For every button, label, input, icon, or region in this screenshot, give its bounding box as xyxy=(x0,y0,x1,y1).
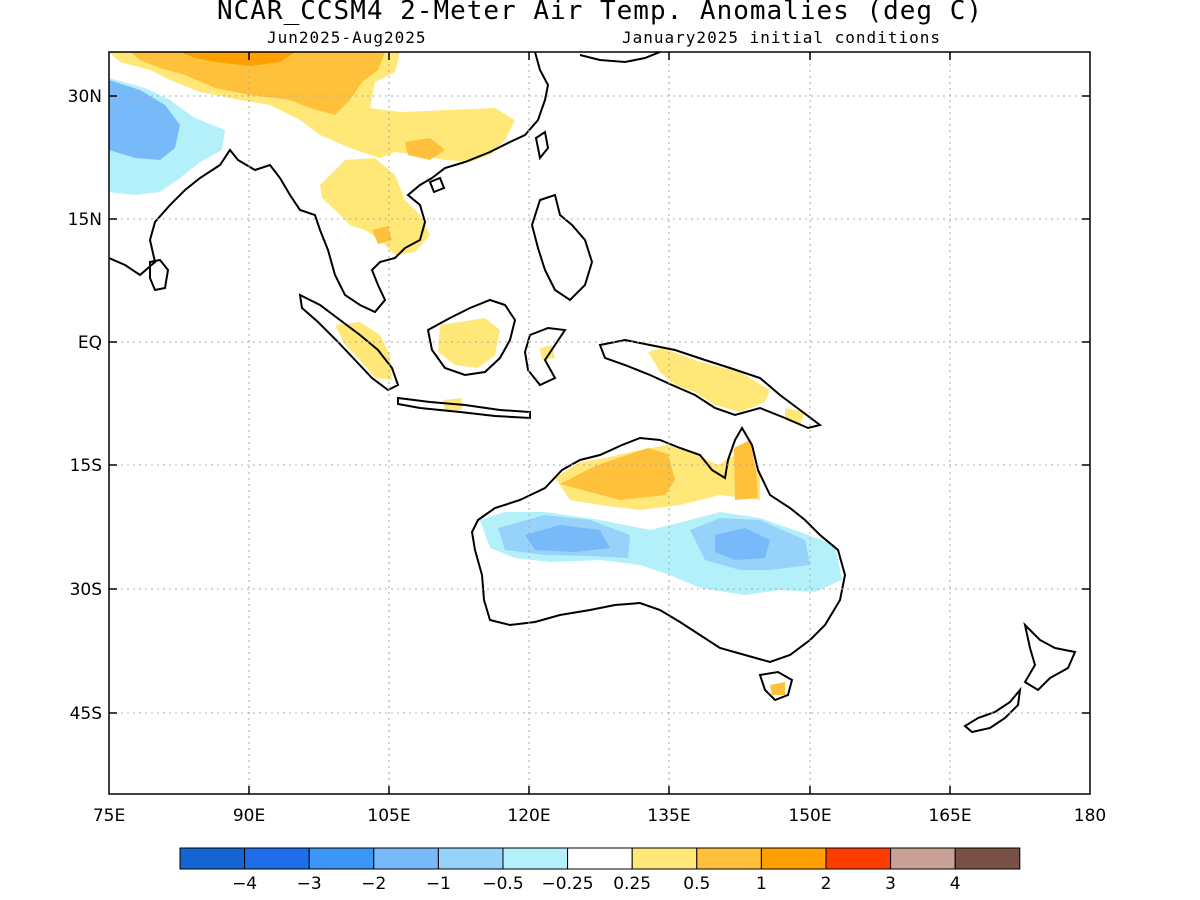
india-cool-core xyxy=(109,80,180,160)
colorbar-swatch xyxy=(825,847,892,870)
sumatra-warm-region xyxy=(335,322,392,380)
colorbar-label: −0.25 xyxy=(542,874,594,894)
lon-label-90e: 90E xyxy=(233,806,265,826)
grid-lines xyxy=(109,52,1090,794)
java xyxy=(397,396,531,420)
colorbar-swatch xyxy=(244,847,310,870)
tasmania-warm-spot xyxy=(770,682,785,695)
australia-cool-inner-west xyxy=(525,525,610,552)
tasmania xyxy=(758,670,794,702)
colorbar-label: 4 xyxy=(950,874,961,894)
map-title: NCAR_CCSM4 2-Meter Air Temp. Anomalies (… xyxy=(216,0,984,26)
tibet-warm-region xyxy=(130,52,385,115)
borneo-warm-region xyxy=(438,318,500,368)
colorbar-label: 3 xyxy=(885,874,896,894)
australia-cool-inner-east xyxy=(715,528,770,560)
new-guinea-warm-region xyxy=(648,348,770,412)
australia xyxy=(470,426,847,664)
lon-label-150e: 150E xyxy=(788,806,831,826)
colorbar-swatch xyxy=(437,847,504,870)
sri-lanka xyxy=(149,258,170,292)
initial-conditions: January2025 initial conditions xyxy=(622,28,941,47)
lat-label-30s: 30S xyxy=(70,580,102,600)
colorbar-swatch xyxy=(179,847,246,870)
lon-label-180: 180 xyxy=(1074,806,1106,826)
colorbar-label: −1 xyxy=(426,874,451,894)
colorbar-swatch xyxy=(890,847,956,870)
colorbar-swatch xyxy=(631,847,698,870)
colorbar-label: −3 xyxy=(297,874,322,894)
colorbar-label: −4 xyxy=(232,874,257,894)
colorbar-label: 0.5 xyxy=(683,874,710,894)
china-east-warm xyxy=(405,138,445,160)
colorbar-label: 1 xyxy=(756,874,767,894)
new-zealand-south xyxy=(963,686,1022,734)
taiwan xyxy=(534,130,550,161)
colorbar-label: 2 xyxy=(821,874,832,894)
colorbar-swatch xyxy=(308,847,375,870)
japan xyxy=(579,52,661,64)
colorbar-swatch xyxy=(373,847,439,870)
map-frame xyxy=(108,51,1091,795)
lon-label-135e: 135E xyxy=(647,806,690,826)
anomaly-shading xyxy=(109,52,842,695)
lat-label-30n: 30N xyxy=(68,87,102,107)
lat-label-15s: 15S xyxy=(70,456,102,476)
sulawesi xyxy=(523,326,567,387)
sumatra xyxy=(298,293,400,392)
sulawesi-warm-spot xyxy=(540,345,555,360)
coastlines xyxy=(109,52,1077,734)
colorbar-swatch xyxy=(954,847,1021,870)
indochina-warm-region xyxy=(320,158,430,255)
new-guinea xyxy=(598,338,823,430)
lat-label-eq: EQ xyxy=(78,333,102,353)
colorbar-label: −2 xyxy=(361,874,386,894)
colorbar-swatch xyxy=(696,847,762,870)
tick-marks xyxy=(109,52,1090,794)
lat-label-15n: 15N xyxy=(68,210,102,230)
lat-label-45s: 45S xyxy=(70,704,102,724)
tibet-strong-warm xyxy=(180,52,295,66)
lon-label-105e: 105E xyxy=(367,806,410,826)
cape-york-warm-core xyxy=(734,440,758,500)
borneo xyxy=(426,298,517,377)
indochina-warm-core xyxy=(372,226,392,244)
colorbar-label: 0.25 xyxy=(613,874,651,894)
colorbar-label: −0.5 xyxy=(482,874,523,894)
colorbar-swatch xyxy=(760,847,827,870)
asia-coastline xyxy=(109,52,550,314)
philippines xyxy=(530,193,594,302)
colorbar-swatch xyxy=(567,847,633,870)
colorbar: −4 −3 −2 −1 −0.5 −0.25 0.25 0.5 1 2 3 4 xyxy=(179,847,1021,894)
australia-north-warm-core xyxy=(560,448,675,500)
lon-label-75e: 75E xyxy=(93,806,125,826)
valid-period: Jun2025-Aug2025 xyxy=(267,28,427,47)
new-zealand-north xyxy=(1023,621,1077,692)
lon-label-120e: 120E xyxy=(507,806,550,826)
hainan xyxy=(428,176,446,194)
lon-label-165e: 165E xyxy=(928,806,971,826)
colorbar-swatch xyxy=(502,847,569,870)
